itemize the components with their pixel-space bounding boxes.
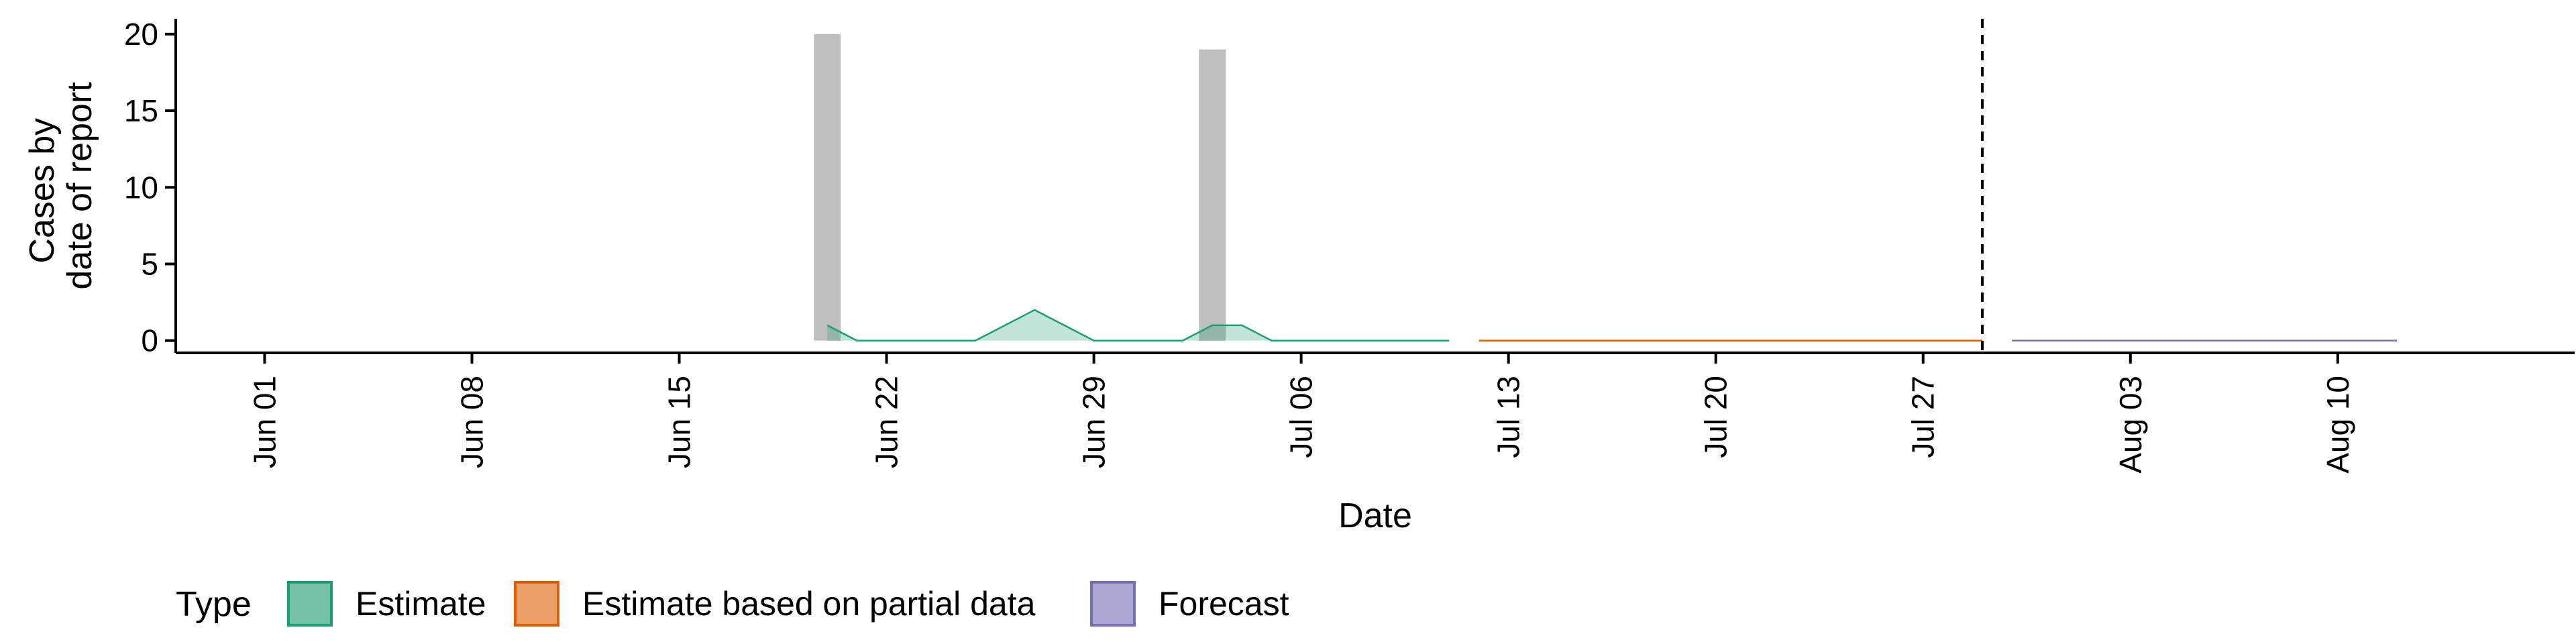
x-tick-label: Jun 01 [247, 376, 282, 468]
legend-label: Estimate [356, 585, 486, 623]
series-area [827, 310, 1450, 341]
legend-swatch [1090, 581, 1136, 627]
x-tick-label: Aug 03 [2113, 376, 2148, 474]
y-axis-title-line-2: date of report [60, 82, 99, 290]
reported-cases-bar [814, 34, 841, 341]
series-line [826, 309, 1450, 341]
y-axis-title-line-1: Cases by [23, 118, 62, 264]
x-tick-label: Jun 29 [1077, 376, 1112, 468]
legend-label: Forecast [1159, 585, 1289, 623]
y-tick-label: 20 [124, 17, 158, 52]
legend-swatch [287, 581, 333, 627]
legend-item: Estimate [287, 581, 486, 627]
x-tick-label: Jul 06 [1284, 376, 1319, 458]
x-axis-title: Date [1338, 496, 1412, 535]
reported-cases-bar [1199, 49, 1226, 341]
legend-title: Type [176, 585, 252, 624]
series-estimate [826, 309, 1450, 341]
plot-area [814, 19, 2398, 353]
legend-item: Forecast [1090, 581, 1289, 627]
x-tick-label: Jun 15 [662, 376, 697, 468]
x-tick-label: Jul 27 [1906, 376, 1941, 458]
y-tick-label: 10 [124, 170, 158, 205]
legend-item: Estimate based on partial data [514, 581, 1036, 627]
legend: Type Estimate Estimate based on partial d… [176, 581, 1289, 627]
x-tick-label: Jul 20 [1699, 376, 1733, 458]
y-axis-title: Cases by date of report [23, 82, 99, 290]
x-tick-label: Jun 08 [454, 376, 489, 468]
y-tick-label: 15 [124, 93, 158, 128]
legend-swatch [514, 581, 559, 627]
y-tick-label: 5 [141, 247, 158, 282]
axes: 0 5 10 15 20 Jun 01 Jun 08 Jun 15 Jun 22 Jun 29 Ju… [124, 17, 2575, 474]
x-tick-label: Jun 22 [869, 376, 904, 468]
legend-label: Estimate based on partial data [582, 585, 1036, 623]
y-tick-label: 0 [141, 323, 158, 358]
x-tick-label: Jul 13 [1491, 376, 1526, 458]
x-tick-label: Aug 10 [2320, 376, 2355, 474]
